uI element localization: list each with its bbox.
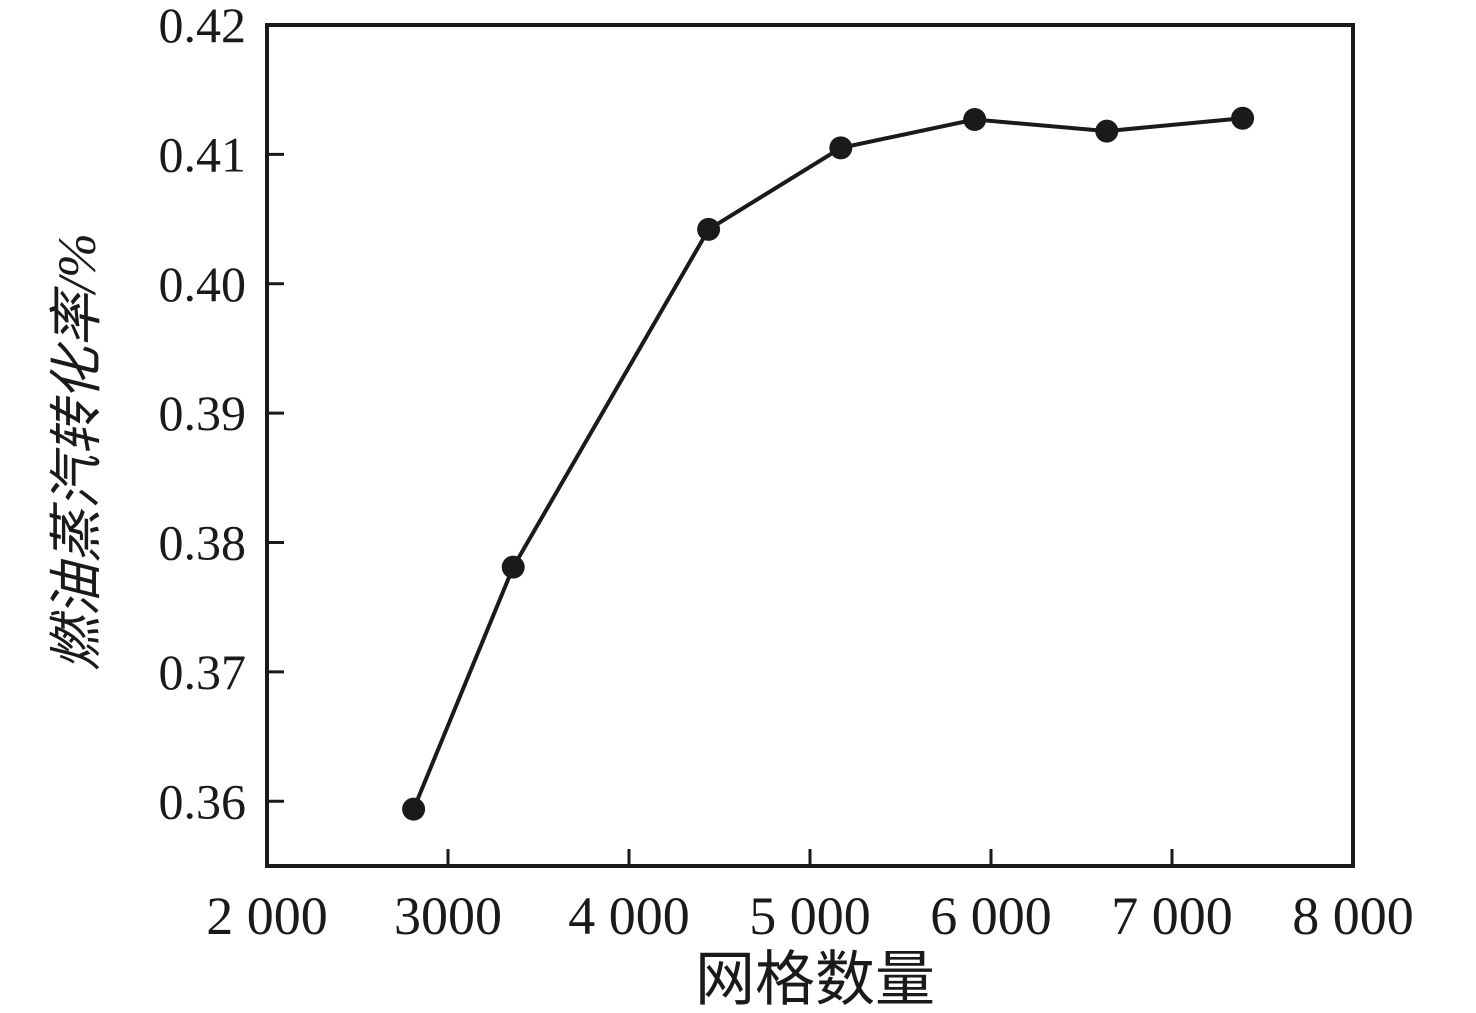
y-tick-label: 0.42 <box>159 0 247 53</box>
y-tick-label: 0.36 <box>159 773 247 829</box>
series-markers <box>402 106 1255 821</box>
data-point-marker <box>1095 119 1119 143</box>
data-point-marker <box>1231 106 1255 130</box>
data-point-marker <box>402 797 426 821</box>
x-tick-label: 4 000 <box>568 886 690 946</box>
plot-border <box>265 23 1355 868</box>
y-tick-label: 0.41 <box>159 126 247 182</box>
x-tick-label: 7 000 <box>1111 886 1233 946</box>
y-tick-label: 0.38 <box>159 515 247 571</box>
x-tick-label: 3000 <box>394 886 502 946</box>
y-tick-label: 0.40 <box>159 256 247 312</box>
x-axis-tick-labels: 2 000 3000 4 000 5 000 6 000 7 000 8 000 <box>206 886 1414 946</box>
y-tick-label: 0.39 <box>159 385 247 441</box>
data-point-marker <box>501 555 525 579</box>
data-point-marker <box>697 217 721 241</box>
data-point-marker <box>963 108 987 131</box>
y-axis-label: 燃油蒸汽转化率/% <box>47 233 107 671</box>
y-axis-tick-labels: 0.36 0.37 0.38 0.39 0.40 0.41 0.42 <box>159 0 247 829</box>
y-axis-ticks <box>267 23 284 803</box>
y-tick-label: 0.37 <box>159 644 247 700</box>
x-axis-ticks <box>265 849 1355 866</box>
x-tick-label: 2 000 <box>206 886 328 946</box>
x-tick-label: 6 000 <box>930 886 1052 946</box>
data-point-marker <box>829 136 853 160</box>
x-tick-label: 8 000 <box>1292 886 1414 946</box>
x-axis-label: 网格数量 <box>695 947 935 1013</box>
x-tick-label: 5 000 <box>749 886 871 946</box>
series-line <box>411 116 1243 810</box>
